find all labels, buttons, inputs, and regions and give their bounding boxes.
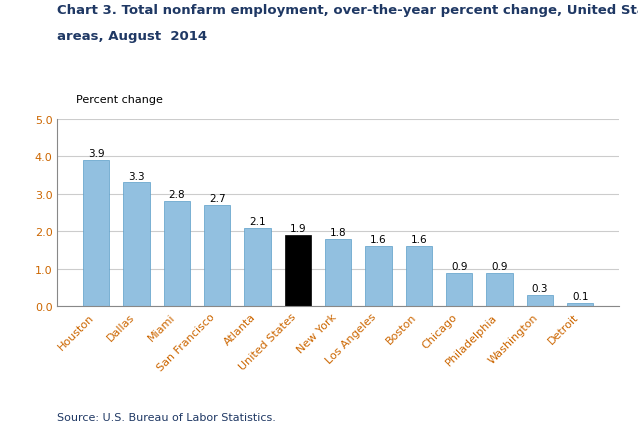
Text: 1.6: 1.6 [410,235,427,245]
Text: Chart 3. Total nonfarm employment, over-the-year percent change, United States a: Chart 3. Total nonfarm employment, over-… [57,4,638,17]
Text: 2.7: 2.7 [209,194,225,204]
Text: 0.1: 0.1 [572,291,588,301]
Text: Percent change: Percent change [76,94,163,104]
Text: 3.9: 3.9 [88,149,105,158]
Text: 0.9: 0.9 [451,261,468,271]
Bar [83,161,109,307]
Text: 2.1: 2.1 [249,216,266,226]
Bar [567,303,593,307]
Text: 1.6: 1.6 [370,235,387,245]
Bar [285,236,311,307]
Bar [527,296,553,307]
Bar [163,202,190,307]
Text: 2.8: 2.8 [168,190,185,200]
Bar [325,239,352,307]
Bar [406,247,432,307]
Bar [123,183,149,307]
Text: 1.9: 1.9 [290,224,306,233]
Bar [204,205,230,307]
Bar [486,273,513,307]
Text: 0.9: 0.9 [491,261,508,271]
Text: 1.8: 1.8 [330,227,346,237]
Bar [446,273,472,307]
Bar [366,247,392,307]
Text: Source: U.S. Bureau of Labor Statistics.: Source: U.S. Bureau of Labor Statistics. [57,412,276,422]
Text: areas, August  2014: areas, August 2014 [57,30,207,43]
Text: 3.3: 3.3 [128,171,145,181]
Text: 0.3: 0.3 [531,284,548,294]
Bar [244,228,271,307]
